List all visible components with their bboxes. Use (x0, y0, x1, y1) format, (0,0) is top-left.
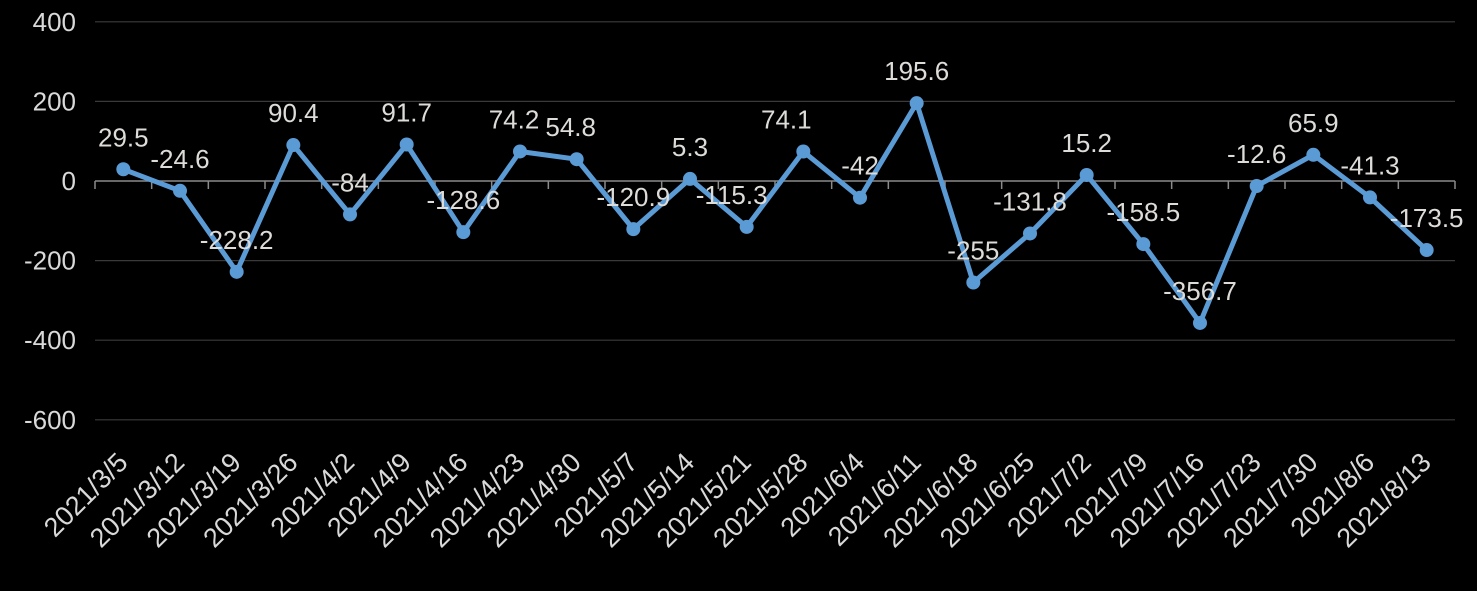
data-point-label: -120.9 (596, 182, 670, 212)
data-point-label: -84 (331, 167, 369, 197)
data-point-label: -115.3 (696, 180, 768, 210)
data-point-label: -158.5 (1106, 197, 1180, 227)
data-point-marker (229, 264, 244, 279)
data-point-label: -131.8 (993, 186, 1067, 216)
y-tick-label: -400 (24, 325, 76, 355)
data-point-marker (1249, 179, 1264, 194)
data-point-label: -173.5 (1390, 203, 1464, 233)
data-point-marker (966, 275, 981, 290)
data-point-marker (1136, 237, 1151, 252)
data-point-label: -24.6 (150, 144, 209, 174)
data-point-label: 90.4 (268, 98, 319, 128)
data-point-marker (1363, 190, 1377, 205)
data-point-marker (796, 144, 811, 159)
data-point-marker (343, 207, 357, 222)
data-point-label: 91.7 (381, 98, 432, 128)
data-point-label: -41.3 (1340, 150, 1399, 180)
data-point-marker (853, 190, 867, 205)
data-point-label: 74.2 (489, 104, 540, 134)
data-point-label: 54.8 (545, 112, 596, 142)
data-point-marker (1306, 147, 1321, 162)
data-point-marker (683, 171, 697, 186)
y-tick-label: 0 (62, 166, 76, 196)
data-point-marker (399, 137, 414, 152)
data-point-marker (1023, 226, 1037, 241)
data-point-marker (1193, 315, 1207, 330)
data-point-label: 65.9 (1288, 108, 1339, 138)
y-tick-label: -600 (24, 405, 76, 435)
data-point-label: 195.6 (884, 56, 949, 86)
data-point-label: -128.6 (426, 185, 500, 215)
data-point-marker (1419, 243, 1434, 258)
data-point-label: 29.5 (98, 122, 149, 152)
y-tick-label: -200 (24, 246, 76, 276)
data-point-label: 15.2 (1061, 128, 1112, 158)
data-point-label: 74.1 (761, 105, 812, 135)
data-point-marker (173, 183, 187, 198)
data-point-label: 5.3 (672, 132, 708, 162)
data-point-marker (909, 96, 924, 111)
data-point-marker (116, 162, 131, 177)
data-point-marker (513, 144, 527, 159)
data-point-label: -356.7 (1163, 276, 1237, 306)
data-point-label: -42 (841, 151, 879, 181)
y-tick-label: 400 (33, 7, 76, 37)
data-point-marker (739, 219, 754, 234)
data-point-label: -12.6 (1227, 139, 1286, 169)
data-point-marker (1079, 167, 1094, 182)
data-point-label: -255 (947, 235, 999, 265)
data-point-marker (286, 138, 301, 153)
data-point-label: -228.2 (200, 225, 274, 255)
data-point-marker (569, 152, 584, 167)
series-line (120, 100, 1430, 326)
data-point-marker (456, 225, 471, 240)
y-tick-label: 200 (33, 86, 76, 116)
data-point-marker (626, 222, 641, 237)
